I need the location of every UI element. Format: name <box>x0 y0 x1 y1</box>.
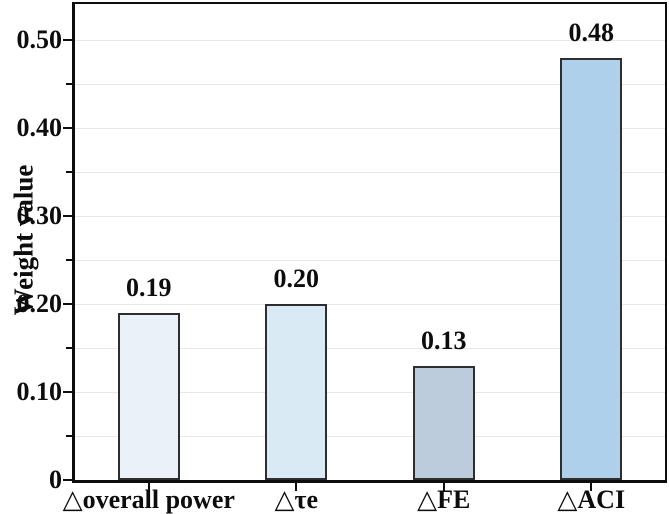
x-axis-tick <box>295 483 298 491</box>
bar-value-label: 0.19 <box>126 273 172 302</box>
y-axis-tick-label: 0.20 <box>16 289 63 319</box>
bar-value-label: 0.48 <box>568 18 615 47</box>
x-axis-tick <box>442 483 445 491</box>
gridline <box>75 259 665 261</box>
gridline <box>75 435 665 437</box>
y-axis-major-tick <box>63 479 72 481</box>
gridline <box>75 303 665 305</box>
gridline <box>75 391 665 393</box>
gridline <box>75 39 665 41</box>
y-axis-major-tick <box>63 39 72 42</box>
y-axis-minor-tick <box>66 435 72 437</box>
y-axis-major-tick <box>63 391 72 393</box>
bar <box>560 58 623 480</box>
y-axis-major-tick <box>63 215 72 218</box>
y-axis-tick-label: 0.10 <box>16 377 63 406</box>
y-axis-tick-label: 0 <box>49 465 62 494</box>
y-axis-minor-tick <box>66 83 72 86</box>
y-axis-minor-tick <box>66 171 72 174</box>
bar-value-label: 0.13 <box>421 326 467 355</box>
gridline <box>75 127 665 129</box>
bar <box>265 304 328 480</box>
plot-area: 0.19 0.20 0.13 0.48 <box>72 2 667 483</box>
bar <box>117 313 180 480</box>
x-axis-tick <box>147 483 150 491</box>
gridline <box>75 83 665 85</box>
y-axis-minor-tick <box>66 259 72 262</box>
x-axis-tick <box>590 483 593 491</box>
gridline <box>75 171 665 173</box>
y-axis-tick-label: 0.50 <box>16 25 63 55</box>
y-axis-major-tick <box>63 127 72 130</box>
y-axis-tick-label: 0.30 <box>16 201 63 231</box>
gridline <box>75 347 665 349</box>
bar <box>412 366 475 480</box>
y-axis-tick-label: 0.40 <box>16 113 63 143</box>
y-axis-minor-tick <box>66 347 72 350</box>
y-axis-major-tick <box>63 303 72 306</box>
x-category-label: △ACI <box>557 485 626 514</box>
bar-value-label: 0.20 <box>273 264 320 293</box>
gridline <box>75 215 665 217</box>
